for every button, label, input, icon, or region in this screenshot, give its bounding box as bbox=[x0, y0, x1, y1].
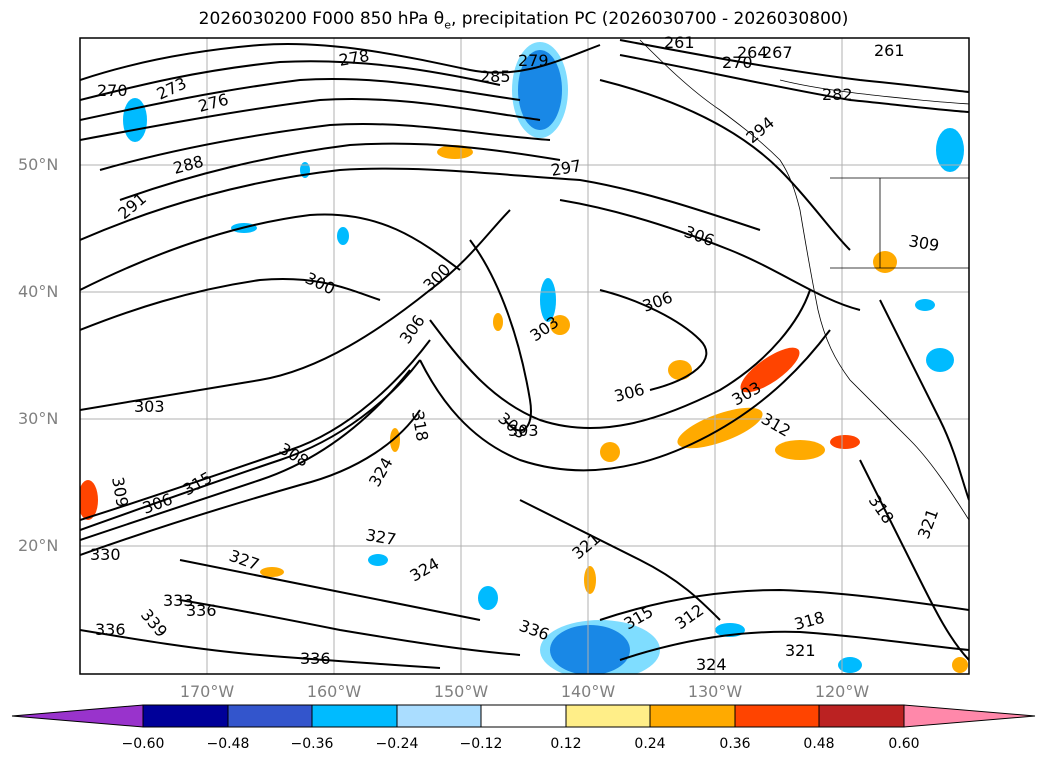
map-background bbox=[80, 38, 969, 674]
theta-e-contours bbox=[80, 39, 969, 669]
contour-label: 333 bbox=[163, 591, 194, 610]
colorbar-segment bbox=[311, 704, 398, 728]
colorbar-tick-label: −0.48 bbox=[206, 736, 250, 752]
contour-label: 270 bbox=[97, 81, 128, 100]
colorbar-tick-label: −0.12 bbox=[459, 736, 503, 752]
latitude-label: 30°N bbox=[18, 409, 59, 428]
contour-label: 336 bbox=[186, 601, 217, 620]
contour-label: 264 bbox=[737, 43, 768, 62]
colorbar-tick-label: −0.36 bbox=[290, 736, 334, 752]
latitude-label: 20°N bbox=[18, 536, 59, 555]
colorbar-segment bbox=[142, 704, 229, 728]
contour-label: 261 bbox=[664, 33, 695, 52]
colorbar-segment bbox=[396, 704, 482, 728]
colorbar-segment bbox=[565, 704, 651, 728]
contour-label: 261 bbox=[874, 41, 905, 60]
coastlines bbox=[639, 39, 969, 521]
longitude-label: 170°W bbox=[179, 682, 235, 701]
contour-label: 321 bbox=[785, 641, 816, 660]
colorbar-tick-label: −0.60 bbox=[121, 736, 165, 752]
colorbar-over-triangle bbox=[903, 704, 1036, 728]
colorbar-tick-label: 0.24 bbox=[634, 736, 666, 752]
colorbar-tick-label: −0.24 bbox=[375, 736, 419, 752]
contour-label: 267 bbox=[762, 43, 793, 62]
longitude-label: 120°W bbox=[814, 682, 870, 701]
latitude-label: 40°N bbox=[18, 282, 59, 301]
colorbar-tick-label: 0.12 bbox=[550, 736, 582, 752]
colorbar-segment bbox=[818, 704, 905, 728]
longitude-label: 160°W bbox=[306, 682, 362, 701]
contour-label: 285 bbox=[480, 67, 511, 86]
contour-label: 282 bbox=[822, 85, 853, 104]
contour-label: 324 bbox=[696, 655, 727, 674]
map-frame bbox=[79, 37, 970, 675]
colorbar-segment bbox=[480, 704, 567, 728]
contour-label: 279 bbox=[518, 51, 549, 70]
colorbar-tick-label: 0.60 bbox=[888, 736, 920, 752]
colorbar-under-triangle bbox=[11, 704, 144, 728]
contour-label: 336 bbox=[300, 649, 331, 668]
colorbar-segment bbox=[227, 704, 313, 728]
colorbar-tick-label: 0.48 bbox=[803, 736, 835, 752]
longitude-label: 150°W bbox=[433, 682, 489, 701]
latitude-label: 50°N bbox=[18, 155, 59, 174]
colorbar-tick-label: 0.36 bbox=[719, 736, 751, 752]
colorbar-segment bbox=[734, 704, 820, 728]
contour-label: 303 bbox=[134, 397, 165, 416]
longitude-label: 130°W bbox=[687, 682, 743, 701]
contour-label: 303 bbox=[508, 421, 539, 440]
colorbar-segment bbox=[649, 704, 736, 728]
contour-label: 330 bbox=[90, 545, 121, 564]
contour-label: 270 bbox=[722, 53, 753, 72]
map-title: 2026030200 F000 850 hPa θe, precipitatio… bbox=[198, 9, 849, 32]
longitude-label: 140°W bbox=[560, 682, 616, 701]
contour-label: 336 bbox=[95, 620, 126, 639]
